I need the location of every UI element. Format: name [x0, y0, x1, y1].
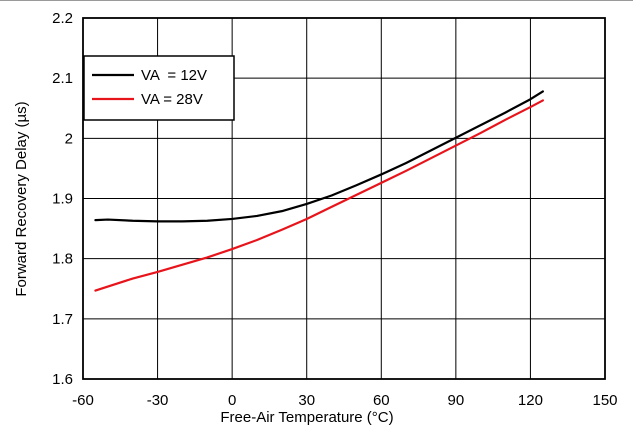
y-axis-label: Forward Recovery Delay (µs): [13, 101, 30, 296]
tick-labels: -60 -30 0 30 60 90 120 150 1.6 1.7 1.8 1.9 2 2.1 2.2: [52, 10, 617, 409]
x-tick-label: 30: [298, 392, 315, 409]
legend-label-va-28v: VA = 28V: [141, 91, 203, 108]
y-tick-label: 2.2: [52, 10, 73, 27]
plot-frame: [82, 17, 606, 380]
x-tick-label: 150: [592, 392, 617, 409]
y-tick-label: 1.6: [52, 371, 73, 388]
legend-label-va-12v: VA = 12V: [141, 67, 207, 84]
legend: VA = 12V VA = 28V: [83, 55, 235, 121]
x-tick-label: 90: [448, 392, 465, 409]
x-tick-label: -30: [147, 392, 169, 409]
series-lines: [94, 90, 544, 292]
x-tick-label: -60: [72, 392, 94, 409]
legend-box: [83, 55, 235, 121]
x-tick-label: 0: [228, 392, 236, 409]
top-border-rule: [0, 0, 633, 1]
series-line-va-12v: [94, 90, 544, 223]
series-line-va-28v: [94, 99, 544, 292]
x-tick-label: 120: [518, 392, 543, 409]
x-axis-label: Free-Air Temperature (°C): [220, 409, 393, 426]
y-tick-label: 2: [65, 130, 73, 147]
y-tick-label: 1.7: [52, 311, 73, 328]
x-tick-label: 60: [373, 392, 390, 409]
plot-frame-layer: [82, 17, 606, 380]
y-tick-label: 1.9: [52, 191, 73, 208]
y-tick-label: 2.1: [52, 70, 73, 87]
y-tick-label: 1.8: [52, 251, 73, 268]
